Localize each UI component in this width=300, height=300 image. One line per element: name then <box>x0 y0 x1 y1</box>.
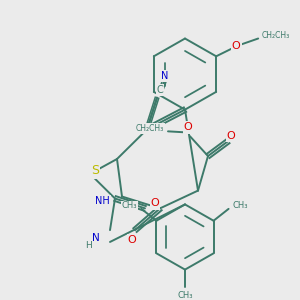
Text: CH₃: CH₃ <box>177 291 193 300</box>
Text: O: O <box>232 41 241 51</box>
Text: S: S <box>91 164 99 177</box>
Text: C: C <box>157 85 164 95</box>
Text: O: O <box>226 131 236 141</box>
Text: H: H <box>85 242 92 250</box>
Text: O: O <box>184 122 192 132</box>
Text: O: O <box>151 198 159 208</box>
Text: O: O <box>128 235 136 245</box>
Text: CH₃: CH₃ <box>122 201 137 210</box>
Text: N: N <box>161 71 169 81</box>
Text: N: N <box>92 233 100 243</box>
Text: CH₃: CH₃ <box>232 201 248 210</box>
Text: NH: NH <box>95 196 110 206</box>
Text: CH₂CH₃: CH₂CH₃ <box>136 124 164 133</box>
Text: CH₂CH₃: CH₂CH₃ <box>261 31 290 40</box>
